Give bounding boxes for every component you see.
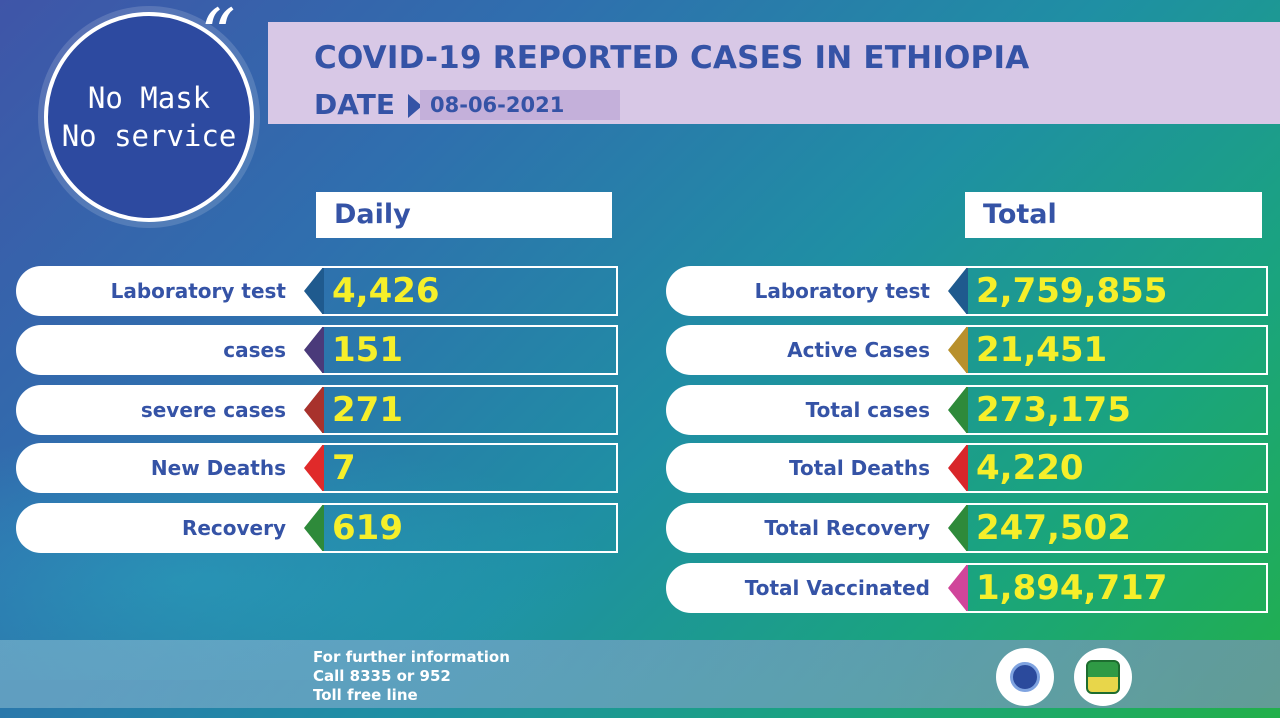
daily-heading: Daily (316, 192, 612, 238)
stat-label: Laboratory test (16, 266, 322, 316)
page-title: COVID-19 REPORTED CASES IN ETHIOPIA (314, 40, 1030, 76)
stat-label: severe cases (16, 385, 322, 435)
stat-row: severe cases 271 (16, 385, 618, 435)
stat-row: Total cases 273,175 (666, 385, 1268, 435)
health-ministry-logo-icon (996, 648, 1054, 706)
stat-row: Laboratory test 2,759,855 (666, 266, 1268, 316)
no-mask-badge: No Mask No service (44, 12, 254, 222)
badge-line-1: No Mask (87, 81, 211, 115)
stat-arrow-icon (304, 325, 324, 375)
stat-value: 1,894,717 (966, 563, 1268, 613)
stat-label: Recovery (16, 503, 322, 553)
stat-label: Total Vaccinated (666, 563, 966, 613)
stat-value: 21,451 (966, 325, 1268, 375)
date-value: 08-06-2021 (420, 90, 620, 120)
institute-emblem-icon (1086, 660, 1120, 694)
footer-band (0, 640, 1280, 708)
stat-row: cases 151 (16, 325, 618, 375)
stat-arrow-icon (304, 443, 324, 493)
stat-arrow-icon (948, 563, 968, 613)
stat-row: Total Deaths 4,220 (666, 443, 1268, 493)
footer-call-line: Call 8335 or 952 (313, 667, 451, 685)
stat-value: 619 (322, 503, 618, 553)
footer-tollfree-line: Toll free line (313, 686, 418, 704)
stat-row: Recovery 619 (16, 503, 618, 553)
stat-arrow-icon (948, 266, 968, 316)
stat-arrow-icon (304, 266, 324, 316)
stat-value: 7 (322, 443, 618, 493)
stat-arrow-icon (948, 325, 968, 375)
stat-arrow-icon (948, 443, 968, 493)
stat-value: 2,759,855 (966, 266, 1268, 316)
badge-line-2: No service (61, 119, 237, 153)
stat-label: Total cases (666, 385, 966, 435)
stat-label: cases (16, 325, 322, 375)
stat-label: New Deaths (16, 443, 322, 493)
quote-icon: “ (200, 0, 236, 76)
footer-info-line: For further information (313, 648, 510, 666)
stat-arrow-icon (948, 503, 968, 553)
stat-arrow-icon (948, 385, 968, 435)
stat-value: 247,502 (966, 503, 1268, 553)
stat-value: 273,175 (966, 385, 1268, 435)
stat-value: 4,220 (966, 443, 1268, 493)
stat-row: New Deaths 7 (16, 443, 618, 493)
stat-value: 4,426 (322, 266, 618, 316)
stat-label: Total Recovery (666, 503, 966, 553)
stat-value: 271 (322, 385, 618, 435)
stat-arrow-icon (304, 503, 324, 553)
total-heading: Total (965, 192, 1262, 238)
stat-row: Active Cases 21,451 (666, 325, 1268, 375)
stat-row: Laboratory test 4,426 (16, 266, 618, 316)
stat-row: Total Recovery 247,502 (666, 503, 1268, 553)
stat-arrow-icon (304, 385, 324, 435)
ministry-emblem-icon (1010, 662, 1040, 692)
stat-row: Total Vaccinated 1,894,717 (666, 563, 1268, 613)
public-health-institute-logo-icon (1074, 648, 1132, 706)
stat-label: Active Cases (666, 325, 966, 375)
date-arrow-icon (408, 94, 422, 118)
stat-label: Laboratory test (666, 266, 966, 316)
stat-value: 151 (322, 325, 618, 375)
stat-label: Total Deaths (666, 443, 966, 493)
date-label: DATE (314, 88, 395, 121)
